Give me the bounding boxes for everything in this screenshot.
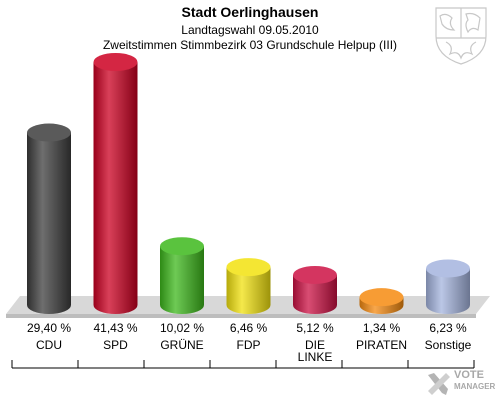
category-label: FDP — [237, 338, 261, 352]
bar-cdu — [27, 123, 71, 314]
bar-grüne — [160, 237, 204, 314]
value-label: 6,46 % — [230, 321, 268, 335]
ballot-cross-icon — [428, 373, 450, 395]
category-label: SPD — [103, 338, 128, 352]
category-label: PIRATEN — [356, 338, 407, 352]
bar-fdp — [226, 258, 271, 314]
bar-piraten — [359, 288, 404, 314]
bar-sonstige — [426, 259, 470, 314]
bar-spd — [93, 53, 138, 314]
category-label: DIE LINKE — [298, 338, 333, 364]
value-label: 10,02 % — [160, 321, 204, 335]
watermark-line1: VOTE — [454, 369, 484, 381]
chart-subtitle-district: Zweitstimmen Stimmbezirk 03 Grundschule … — [102, 38, 398, 52]
category-label: GRÜNE — [160, 338, 203, 352]
chart-subtitle-election: Landtagswahl 09.05.2010 — [181, 23, 319, 37]
value-label: 29,40 % — [27, 321, 71, 335]
value-label: 6,23 % — [429, 321, 467, 335]
watermark-line2: MANAGER — [454, 382, 496, 391]
value-label: 41,43 % — [93, 321, 137, 335]
category-label: Sonstige — [425, 338, 472, 352]
value-label: 5,12 % — [296, 321, 334, 335]
category-label: CDU — [36, 338, 62, 352]
votemanager-watermark: VOTE MANAGER — [424, 368, 500, 398]
chart-floor-edge — [6, 314, 476, 318]
chart-title: Stadt Oerlinghausen — [181, 4, 319, 20]
bar-die-linke — [293, 265, 337, 314]
value-label: 1,34 % — [363, 321, 401, 335]
nrw-coat-of-arms-icon — [435, 7, 487, 65]
